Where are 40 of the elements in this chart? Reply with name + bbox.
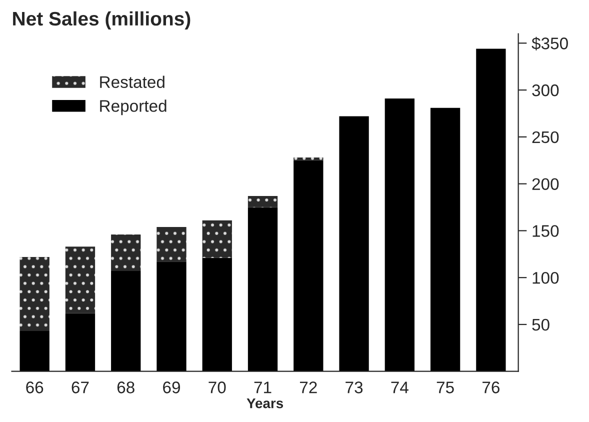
x-tick-label: 66 (26, 382, 44, 394)
x-tick-label: 69 (163, 382, 180, 394)
y-tick-label: 100 (532, 272, 559, 284)
bar (430, 108, 460, 372)
y-tick-label: 250 (532, 131, 559, 144)
bar (156, 262, 186, 372)
bar (111, 271, 141, 372)
bar (111, 234, 141, 272)
bar (294, 160, 324, 372)
bar (65, 246, 96, 314)
y-tick-label: 50 (532, 318, 550, 331)
y-tick-label: 200 (532, 178, 559, 190)
y-tick-label: $350 (532, 36, 568, 50)
y-tick-label: 150 (532, 225, 559, 237)
x-tick-label: 67 (72, 382, 89, 394)
x-tick-label: 75 (436, 382, 454, 394)
chart-title: Net Sales (millions) (13, 11, 190, 30)
y-tick-label: 300 (532, 84, 559, 96)
x-tick-label: 73 (346, 382, 363, 394)
x-axis-title: Years (246, 398, 284, 408)
bar (294, 158, 324, 160)
bar (65, 313, 96, 372)
legend-label: Reported (100, 100, 166, 116)
bar (20, 256, 50, 332)
bar (476, 48, 506, 372)
legend-label: Restated (100, 76, 164, 88)
bar (384, 98, 414, 372)
x-tick-label: 71 (254, 382, 272, 394)
bar (248, 207, 278, 372)
x-tick-label: 72 (300, 382, 317, 394)
x-tick-label: 70 (208, 382, 226, 394)
bar (156, 226, 186, 262)
bar (20, 331, 50, 372)
bar (202, 220, 232, 258)
bar (248, 196, 278, 208)
x-tick-label: 68 (117, 382, 134, 394)
x-tick-label: 76 (482, 382, 500, 394)
bar (339, 116, 369, 372)
bar (202, 258, 232, 372)
x-tick-label: 74 (391, 382, 408, 394)
